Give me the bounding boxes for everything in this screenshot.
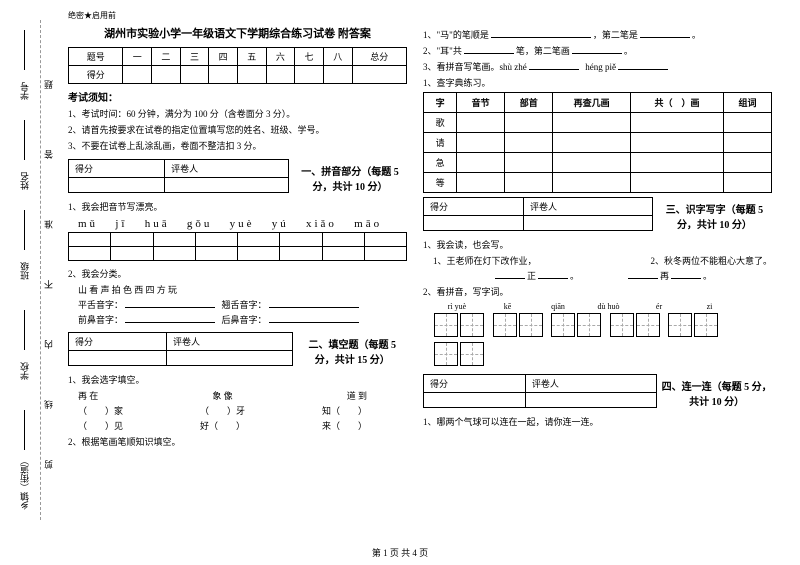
dictionary-table: 字音节部首 再查几画共（ ）画组词 歌 请 急 等 bbox=[423, 92, 772, 193]
section-2-title: 二、填空题（每题 5 分，共计 15 分） bbox=[297, 336, 407, 366]
pinyin-write-grid bbox=[68, 232, 407, 261]
binding-sidebar: 乡镇（街道） 学校 班级 姓名 学号 题 答 准 不 内 线 剪 bbox=[10, 20, 60, 520]
main-score-table: 题号 一 二 三 四 五 六 七 八 总分 得分 bbox=[68, 47, 407, 84]
score-box-3: 得分评卷人 bbox=[423, 197, 653, 231]
score-box-1: 得分评卷人 bbox=[68, 159, 289, 193]
side-township: 乡镇（街道） bbox=[18, 456, 31, 510]
confidential-label: 绝密★启用前 bbox=[68, 10, 407, 21]
score-box-2: 得分评卷人 bbox=[68, 332, 293, 366]
cut-line bbox=[40, 20, 41, 520]
section-1-title: 一、拼音部分（每题 5 分，共计 10 分） bbox=[293, 163, 407, 193]
left-column: 绝密★启用前 湖州市实验小学一年级语文下学期综合练习试卷 附答案 题号 一 二 … bbox=[60, 10, 415, 545]
section-4-title: 四、连一连（每题 5 分，共计 10 分） bbox=[661, 378, 772, 408]
score-box-4: 得分评卷人 bbox=[423, 374, 657, 408]
exam-title: 湖州市实验小学一年级语文下学期综合练习试卷 附答案 bbox=[68, 25, 407, 41]
page-footer: 第 1 页 共 4 页 bbox=[0, 546, 800, 559]
notice-label: 考试须知： bbox=[68, 89, 407, 104]
side-id: 学号 bbox=[18, 82, 31, 100]
pinyin-list: mǔ jī huā gǒu yuè yú xiǎo māo bbox=[68, 216, 407, 232]
side-school: 学校 bbox=[18, 362, 31, 380]
pinyin-labels: rì yuè kē qiān dù huò ér zi bbox=[423, 301, 772, 312]
side-class: 班级 bbox=[18, 262, 31, 280]
section-3-title: 三、识字写字（每题 5 分，共计 10 分） bbox=[657, 201, 772, 231]
right-column: 1、"马"的笔顺是，第二笔是。 2、"耳"共笔，第二笔画。 3、看拼音写笔画。s… bbox=[415, 10, 780, 545]
tian-grid-row bbox=[423, 312, 772, 370]
side-name: 姓名 bbox=[18, 172, 31, 190]
